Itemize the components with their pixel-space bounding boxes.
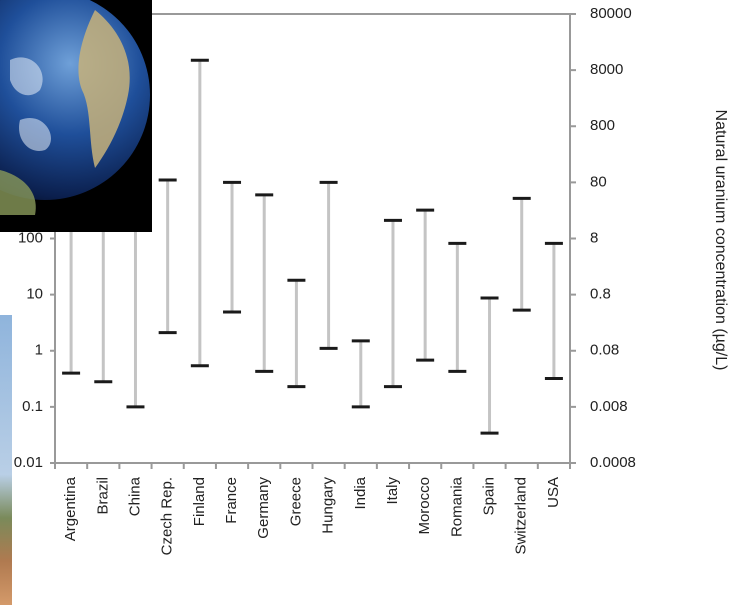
- x-tick-label: Morocco: [416, 477, 433, 535]
- x-tick-label: Germany: [255, 477, 272, 539]
- x-tick-label: Romania: [448, 476, 465, 537]
- x-tick-label: Brazil: [94, 477, 111, 515]
- y2-tick-label: 8000: [590, 61, 623, 78]
- x-tick-label: Czech Rep.: [159, 477, 176, 555]
- y2-tick-label: 0.8: [590, 286, 611, 303]
- earth-image: [0, 0, 152, 232]
- x-tick-label: USA: [545, 477, 562, 508]
- chart: 0.01 0.1 1 10 100 0.0008 0.008 0.08 0.8 8 80 800 800…: [0, 0, 737, 605]
- x-tick-label: China: [126, 476, 143, 516]
- y2-tick-label: 0.08: [590, 342, 619, 359]
- x-tick-label: Argentina: [62, 476, 79, 541]
- x-tick-label: Italy: [384, 477, 401, 505]
- x-tick-label: Greece: [287, 477, 304, 526]
- y2-tick-label: 80000: [590, 5, 632, 22]
- y-tick-label: 1: [35, 342, 43, 359]
- y2-axis-label: Natural uranium concentration (µg/L): [712, 110, 729, 371]
- y2-tick-label: 80: [590, 173, 607, 190]
- y2-tick-label: 0.0008: [590, 454, 636, 471]
- y2-tick-label: 0.008: [590, 398, 628, 415]
- photo-strip: [0, 315, 12, 605]
- x-tick-label: Spain: [481, 477, 498, 515]
- y-tick-label: 10: [26, 286, 43, 303]
- x-tick-label: France: [223, 477, 240, 524]
- x-tick-label: Finland: [191, 477, 208, 526]
- y-tick-label: 0.1: [22, 398, 43, 415]
- x-tick-label: India: [352, 476, 369, 509]
- y-tick-label: 100: [18, 229, 43, 246]
- x-tick-label: Switzerland: [513, 477, 530, 555]
- y-tick-label: 0.01: [14, 454, 43, 471]
- y2-tick-label: 800: [590, 117, 615, 134]
- y2-tick-label: 8: [590, 229, 598, 246]
- x-tick-label: Hungary: [320, 477, 337, 534]
